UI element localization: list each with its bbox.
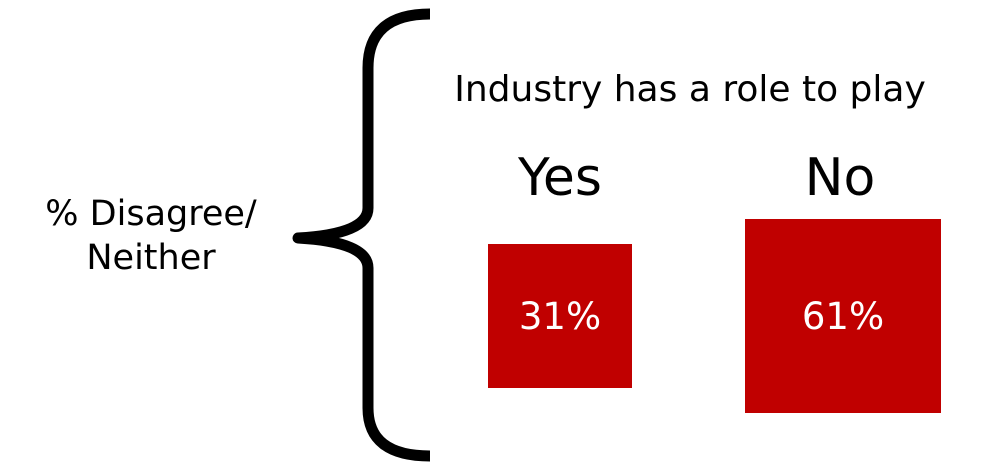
value-box-no: 61%	[745, 219, 941, 413]
side-label-line-1: % Disagree/	[45, 194, 257, 234]
value-box-yes: 31%	[488, 244, 632, 388]
side-label: % Disagree/ Neither	[10, 192, 292, 280]
value-box-yes-text: 31%	[518, 294, 602, 338]
side-label-line-2: Neither	[86, 238, 216, 278]
column-label-no: No	[804, 148, 876, 208]
heading: Industry has a role to play	[454, 69, 926, 110]
value-box-no-text: 61%	[801, 294, 885, 338]
column-label-yes: Yes	[518, 148, 602, 208]
curly-brace	[292, 8, 431, 462]
